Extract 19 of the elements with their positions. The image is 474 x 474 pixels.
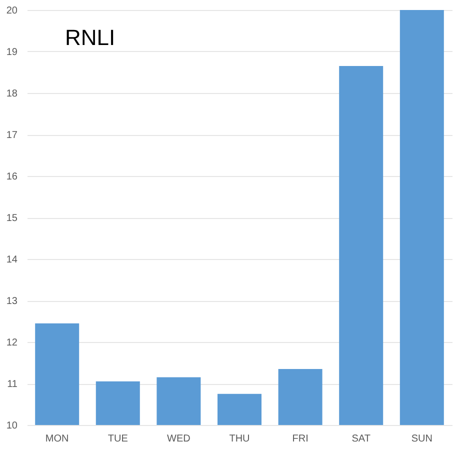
- y-tick-label: 12: [6, 338, 18, 348]
- x-tick-label: THU: [229, 434, 250, 444]
- text: RNLI: [65, 25, 116, 50]
- y-tick-label: 13: [6, 296, 18, 307]
- x-tick-label: WED: [167, 434, 190, 444]
- y-tick-label: 17: [6, 130, 18, 141]
- y-tick-label: 16: [6, 172, 18, 182]
- y-tick-label: 15: [6, 213, 18, 224]
- y-tick-label: 20: [6, 6, 18, 16]
- x-tick-label: FRI: [292, 434, 308, 444]
- x-tick-label: TUE: [108, 434, 128, 444]
- x-tick-label: SUN: [411, 434, 432, 444]
- y-tick-label: 14: [6, 254, 18, 266]
- x-tick-label: MON: [45, 434, 69, 444]
- y-tick-label: 19: [6, 47, 18, 58]
- y-tick-label: 18: [6, 88, 18, 100]
- x-tick-label: SAT: [352, 434, 370, 444]
- y-tick-label: 11: [7, 379, 18, 390]
- y-tick-label: 10: [6, 420, 18, 432]
